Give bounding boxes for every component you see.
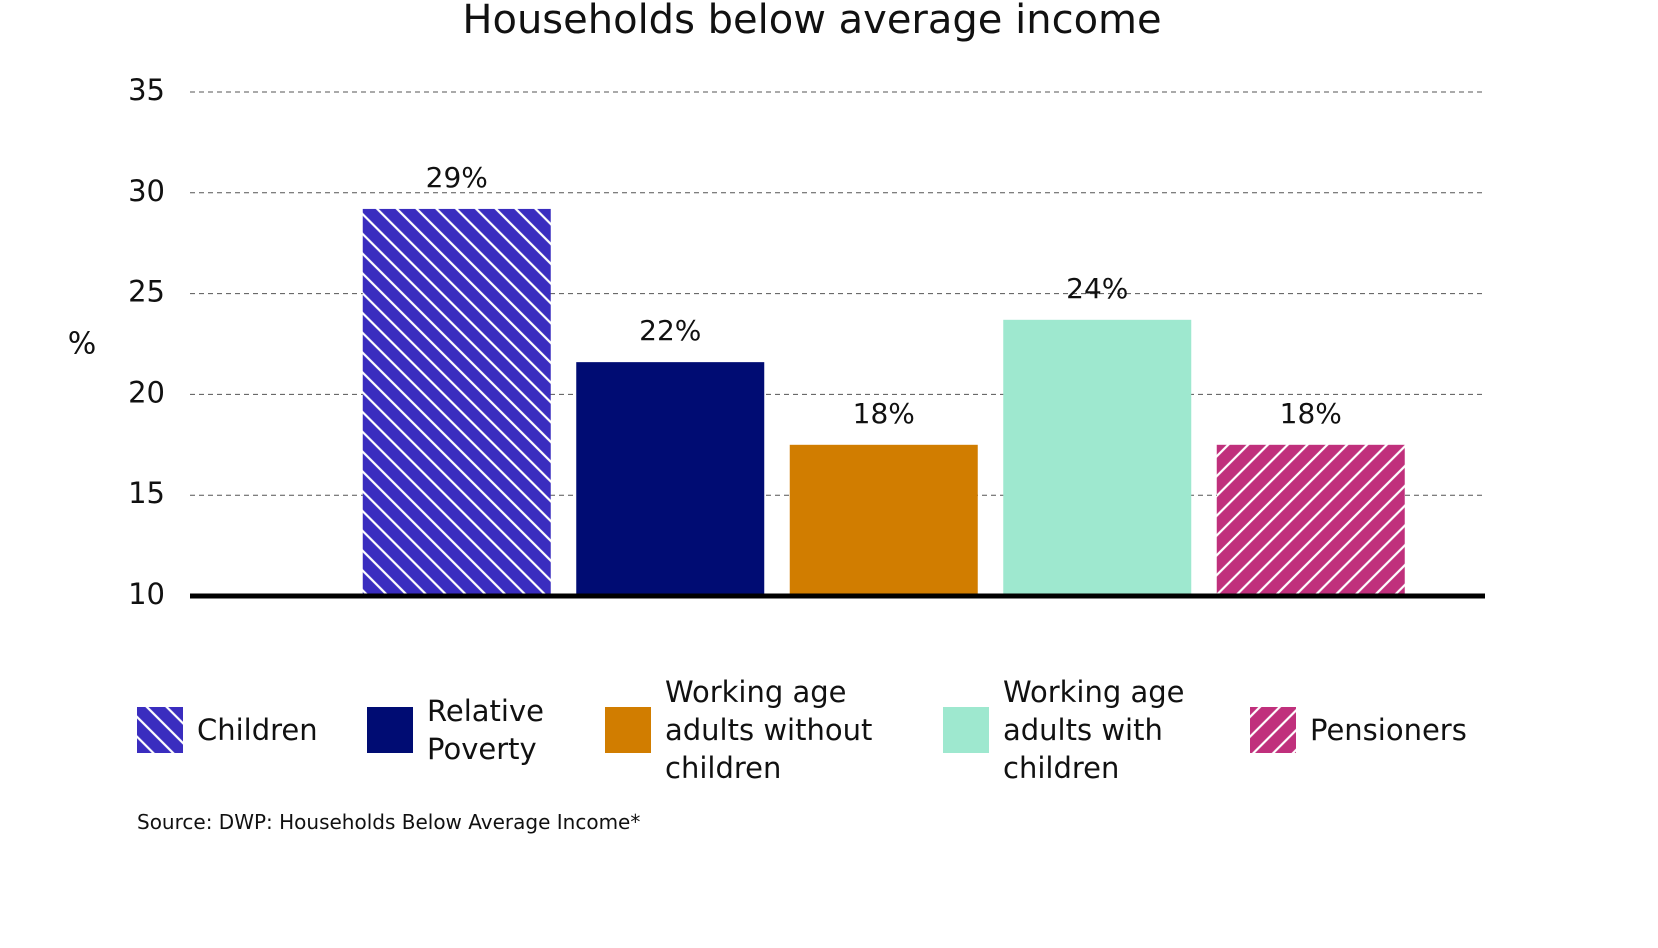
swatch [367,707,413,753]
y-tick-label: 20 [128,375,165,409]
legend-swatch [943,707,989,753]
legend-item: Working age adults without children [605,673,895,787]
swatch [137,707,183,753]
y-tick-label: 15 [128,476,165,510]
bar [576,362,765,596]
source: Source: DWP: Households Below Average In… [137,810,641,834]
legend-label: Pensioners [1310,713,1467,747]
legend-item: Working age adults with children [943,673,1203,787]
bar [1216,444,1405,596]
chart-title: Households below average income [462,0,1161,43]
legend-swatch [605,707,651,753]
legend-item: Children [137,707,318,753]
legend-item: Pensioners [1250,707,1467,753]
bar [789,444,978,596]
y-tick-label: 35 [128,73,165,107]
value-label: 24% [1066,272,1128,305]
swatch [605,707,651,753]
value-label: 22% [639,314,701,347]
legend-label: Children [197,713,318,747]
legend-label: Relative Poverty [427,694,544,766]
value-label: 18% [1280,397,1342,430]
legend-item: Relative Poverty [367,692,557,768]
legend-swatch [137,707,183,753]
bar [1003,319,1192,596]
legend-swatch [1250,707,1296,753]
legend-label: Working age adults with children [1003,675,1185,785]
value-label: 29% [426,161,488,194]
y-tick-label: 25 [128,275,165,309]
y-tick-label: 30 [128,174,165,208]
bar [362,208,551,597]
value-label: 18% [853,397,915,430]
legend-swatch [367,707,413,753]
swatch [1250,707,1296,753]
legend-label: Working age adults without children [665,675,873,785]
swatch [943,707,989,753]
y-axis-label: % [68,327,97,362]
y-tick-label: 10 [128,577,165,611]
